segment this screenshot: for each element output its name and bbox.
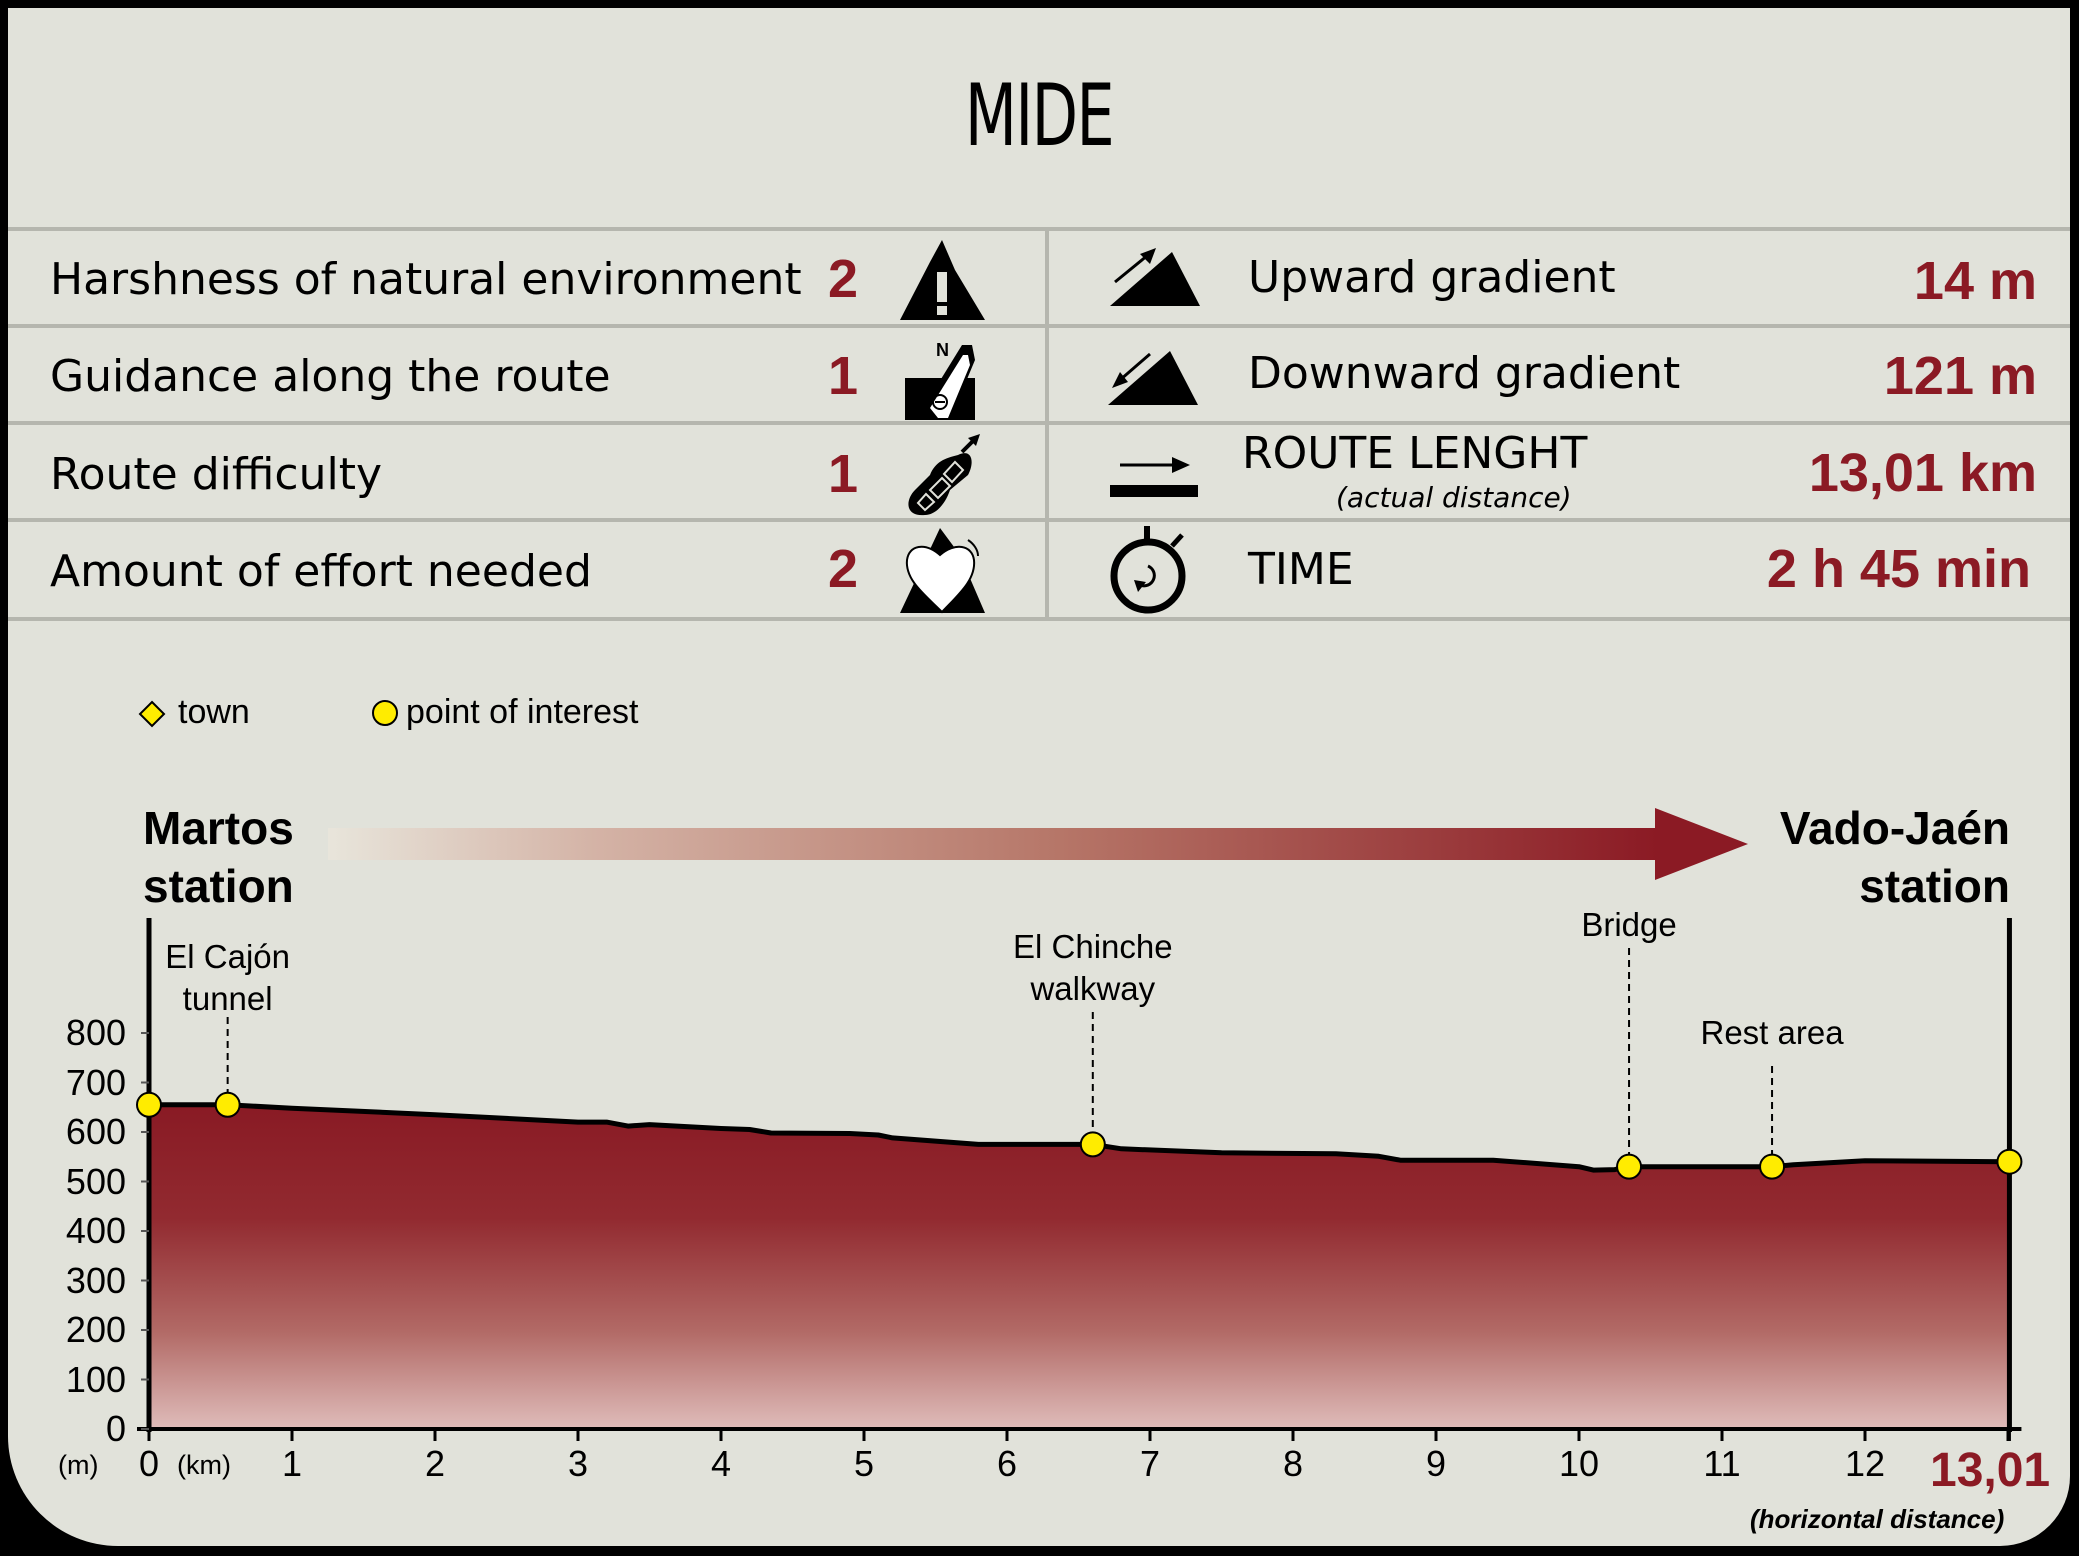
x-tick-label: 6 [996,1443,1018,1484]
row-sublabel: (actual distance) [1336,481,1572,514]
y-tick-label: 500 [65,1160,126,1202]
y-tick-label: 400 [65,1210,126,1251]
mide-panel: MIDE [8,8,2070,1546]
y-tick-label: 0 [105,1408,126,1449]
poi-label: El Chinche walkway [1013,928,1173,1007]
row-value: 13,01 km [1808,443,2037,503]
x-tick-label: 2 [424,1443,446,1484]
divider [8,617,2070,621]
divider [8,518,2070,522]
row-label: Downward gradient [1248,348,1681,399]
poi-label: El Cajón tunnel [165,938,290,1017]
row-label: Upward gradient [1248,252,1616,303]
row-label: TIME [1248,544,1354,595]
row-value: 2 [828,539,859,599]
x-tick-label: 12 [1844,1443,1886,1484]
x-tick-label: 3 [567,1443,589,1484]
x-tick-label: 1 [281,1443,303,1484]
x-tick-label: 10 [1558,1443,1600,1484]
row-value: 121 m [1883,346,2037,406]
end-station-type: station [1859,860,2010,912]
poi-label: Bridge [1581,906,1677,943]
x-tick-label: 11 [1703,1443,1741,1484]
page-title: MIDE [964,66,1115,166]
divider [8,227,2070,231]
row-value: 1 [828,444,859,504]
y-axis-unit: (m) [58,1450,99,1480]
row-value: 14 m [1913,251,2037,311]
row-label: Amount of effort needed [50,546,592,597]
y-tick-label: 200 [65,1309,126,1350]
row-label: Route difficulty [50,449,382,500]
row-value: 2 [828,249,859,309]
x-tick-label: 0 [138,1443,160,1484]
row-label: ROUTE LENGHT [1242,428,1588,479]
total-distance: 13,01 [1930,1444,2051,1497]
divider [8,421,2070,425]
end-station: Vado-Jaén station [1780,799,2010,915]
y-tick-label: 800 [65,1012,126,1053]
end-station-name: Vado-Jaén [1779,802,2010,854]
start-station: Martos station [143,799,294,915]
x-tick-label: 8 [1282,1443,1304,1484]
x-tick-label: 5 [853,1443,875,1484]
divider [8,324,2070,328]
start-station-name: Martos [143,802,294,854]
poi-label: Rest area [1700,1014,1844,1051]
start-station-type: station [143,860,294,912]
legend-poi: point of interest [406,693,639,731]
y-tick-label: 600 [65,1111,126,1152]
row-value: 2 h 45 min [1766,539,2031,599]
row-label: Harshness of natural environment [50,254,802,305]
x-axis-note: (horizontal distance) [1750,1504,2005,1534]
x-tick-label: 4 [710,1443,732,1484]
row-label: Guidance along the route [50,351,611,402]
y-tick-label: 300 [65,1259,126,1301]
y-tick-label: 700 [65,1061,126,1103]
x-tick-label: 9 [1425,1443,1447,1484]
x-axis-unit: (km) [177,1450,231,1480]
row-value: 1 [828,346,859,406]
y-tick-label: 100 [65,1358,126,1400]
x-tick-label: 7 [1139,1443,1161,1484]
column-divider [1045,227,1049,620]
legend-town: town [178,693,250,731]
